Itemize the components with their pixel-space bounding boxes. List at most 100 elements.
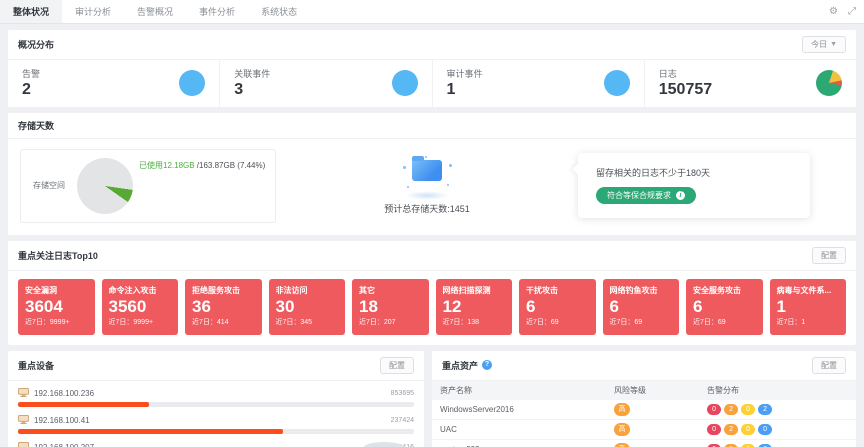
stat-label: 日志 — [658, 69, 677, 79]
device-row[interactable]: 192.168.100.41 237424 — [18, 410, 414, 437]
device-row[interactable]: 192.168.100.236 853695 — [18, 383, 414, 410]
log-card-recent: 近7日：1 — [776, 318, 806, 326]
tab-整体状况[interactable]: 整体状况 — [0, 0, 63, 23]
risk-badge: 高 — [614, 442, 631, 447]
tab-系统状态[interactable]: 系统状态 — [261, 7, 298, 17]
log-card-recent: 近7日：138 — [442, 318, 480, 326]
device-bar-track — [18, 401, 414, 407]
tab-审计分析[interactable]: 审计分析 — [75, 7, 112, 17]
log-card[interactable]: 病毒与文件系... 1 近7日：1 — [769, 278, 846, 335]
alert-count-badge: 1 — [724, 443, 739, 447]
help-icon[interactable]: ? — [482, 360, 493, 371]
folder-illustration-icon — [397, 156, 457, 201]
log-card[interactable]: 网络扫描探测 12 近7日：138 — [435, 278, 512, 335]
log-card-value: 36 — [192, 296, 211, 316]
log-card-recent: 近7日：9999+ — [108, 318, 154, 326]
log-card-title: 病毒与文件系... — [776, 285, 832, 295]
log-card[interactable]: 拒绝服务攻击 36 近7日：414 — [185, 278, 262, 335]
storage-title: 存储天数 — [18, 120, 55, 131]
log-card-title: 拒绝服务攻击 — [192, 285, 240, 295]
device-ip-text: 192.168.100.236 — [34, 388, 95, 398]
stat-circle-chart — [603, 69, 630, 96]
stat-card-审计事件: 审计事件 1 — [433, 60, 645, 107]
log-card-title: 网络扫描探测 — [442, 285, 491, 295]
device-count: 237424 — [390, 416, 414, 424]
device-bar-track — [18, 428, 414, 434]
compliance-badge-button[interactable]: 符合等保合规要求 i — [596, 187, 696, 205]
alert-count-badge: 2 — [758, 443, 773, 447]
log-card-recent: 近7日：207 — [359, 318, 396, 326]
top-logs-config-button[interactable]: 配置 — [812, 246, 846, 264]
device-ip-text: 192.168.100.207 — [34, 443, 94, 447]
device-line: 192.168.100.236 853695 — [18, 387, 414, 399]
overview-title: 概况分布 — [18, 40, 55, 50]
stat-text: 审计事件 1 — [447, 67, 483, 99]
log-card-value: 3560 — [108, 296, 147, 316]
table-row[interactable]: UAC 高 0 2 0 0 — [432, 419, 856, 440]
log-card-value: 6 — [693, 296, 703, 316]
log-card[interactable]: 命令注入攻击 3560 近7日：9999+ — [101, 278, 178, 335]
device-ip: 192.168.100.207 — [18, 441, 94, 447]
log-card-title: 网络钓鱼攻击 — [609, 285, 658, 295]
alert-count-badge: 0 — [758, 423, 773, 435]
log-card-title: 非法访问 — [275, 285, 308, 295]
overview-panel: 概况分布 今日 ▼ 告警 2 关联事件 3 审计事件 1 日志 150757 — [8, 30, 856, 107]
stat-text: 告警 2 — [22, 67, 40, 99]
top-logs-panel: 重点关注日志Top10 配置 安全漏洞 3604 近7日：9999+ 命令注入攻击 35… — [8, 240, 856, 345]
alert-count-badge: 2 — [724, 423, 739, 435]
storage-total-text: /163.87GB (7.44%) — [194, 160, 266, 170]
device-row[interactable]: 192.168.100.2072106416 — [18, 437, 414, 447]
log-card[interactable]: 安全漏洞 3604 近7日：9999+ — [18, 278, 95, 335]
tab-事件分析[interactable]: 事件分析 — [199, 7, 236, 17]
stat-label: 审计事件 — [446, 69, 483, 79]
log-card[interactable]: 非法访问 30 近7日：345 — [268, 278, 345, 335]
log-card[interactable]: 干扰攻击 6 近7日：69 — [519, 278, 596, 335]
device-bar-fill — [18, 401, 149, 407]
device-count: 853695 — [390, 389, 414, 397]
device-line: 192.168.100.41 237424 — [18, 414, 414, 426]
period-dropdown[interactable]: 今日 ▼ — [802, 36, 846, 53]
log-card-title: 干扰攻击 — [526, 285, 558, 295]
stat-value: 150757 — [658, 81, 713, 98]
gear-icon[interactable]: ⚙ — [829, 6, 838, 17]
stat-card-日志: 日志 150757 — [645, 60, 856, 107]
scroll-indicator — [364, 442, 404, 447]
log-card-recent: 近7日：345 — [275, 318, 313, 326]
storage-panel: 存储天数 存储空间 已使用12.18GB /163.87GB (7.44%) 预… — [8, 112, 856, 235]
tab-告警概况[interactable]: 告警概况 — [137, 7, 174, 17]
asset-name: centos-233 — [432, 439, 607, 447]
assets-column-header: 风险等级 — [606, 380, 700, 400]
log-card-value: 30 — [275, 296, 295, 316]
log-card[interactable]: 其它 18 近7日：207 — [352, 278, 429, 335]
alert-count-badge: 0 — [741, 423, 756, 435]
devices-list: 192.168.100.236 853695 192.168.100.41 23742… — [8, 381, 424, 447]
alert-count-badge: 1 — [741, 443, 756, 447]
period-dropdown-label: 今日 — [811, 40, 828, 49]
assets-config-button[interactable]: 配置 — [812, 356, 846, 374]
devices-config-button[interactable]: 配置 — [380, 356, 414, 374]
stat-value: 1 — [446, 81, 456, 98]
log-card-value: 3604 — [25, 296, 63, 316]
risk-badge: 高 — [614, 402, 631, 416]
asset-name: WindowsServer2016 — [432, 399, 607, 420]
fullscreen-icon[interactable]: ⤢ — [848, 6, 856, 17]
log-card[interactable]: 安全服务攻击 6 近7日：69 — [686, 278, 763, 335]
top-logs-cards-row: 安全漏洞 3604 近7日：9999+ 命令注入攻击 3560 近7日：9999+ 拒绝服务… — [8, 271, 856, 345]
assets-column-header: 资产名称 — [432, 380, 607, 400]
stat-value: 2 — [22, 81, 31, 98]
stat-circle-chart — [391, 69, 418, 96]
log-card[interactable]: 网络钓鱼攻击 6 近7日：69 — [602, 278, 679, 335]
table-row[interactable]: centos-233 高 0112 — [432, 439, 856, 447]
table-row[interactable]: WindowsServer2016 高 0 2 0 2 — [432, 399, 856, 420]
compliance-bubble: 留存相关的日志不少于180天 符合等保合规要求 i — [578, 153, 810, 219]
tabs-container: 整体状况 审计分析 告警概况 事件分析 系统状态 — [0, 0, 310, 23]
compliance-badge-label: 符合等保合规要求 — [607, 191, 671, 201]
storage-usage-pie-chart — [77, 157, 133, 214]
stat-circle-chart — [179, 69, 206, 96]
log-card-title: 其它 — [359, 285, 375, 295]
stat-label: 关联事件 — [234, 69, 271, 79]
asset-alerts-cell: 0112 — [699, 439, 856, 447]
alert-count-badge: 0 — [741, 403, 756, 415]
log-card-value: 18 — [359, 296, 378, 316]
